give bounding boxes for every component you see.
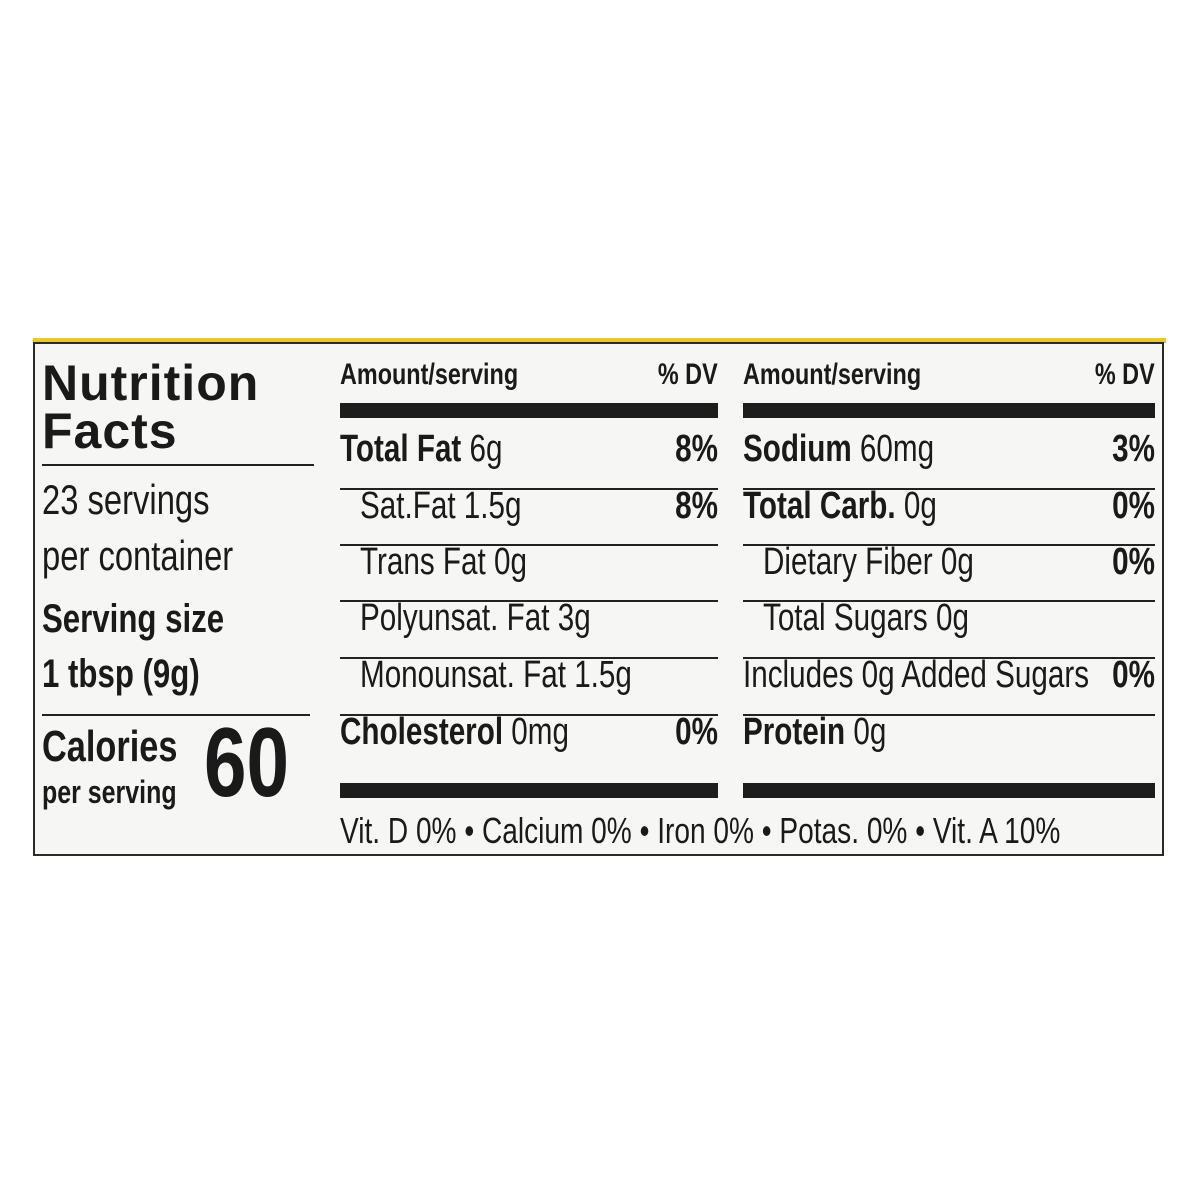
row-divider [340, 600, 718, 602]
row-divider [340, 714, 718, 716]
servings-line-1: 23 servings [42, 476, 210, 523]
nutrient-amount: 0g [940, 541, 974, 583]
row-divider [743, 657, 1155, 659]
title-line-1: Nutrition [42, 355, 260, 411]
nutrient-row: Sodium 60mg [743, 428, 988, 471]
divider [42, 464, 314, 466]
row-divider [743, 544, 1155, 546]
nutrient-row: Monounsat. Fat 1.5g [360, 654, 709, 697]
nutrient-row: Total Carb. 0g [743, 485, 991, 528]
nutrient-dv: 0% [1112, 541, 1155, 583]
nutrient-amount: 1.5g [463, 485, 522, 527]
serving-size-label: Serving size [42, 597, 225, 641]
nutrient-name: Total Carb. [743, 485, 896, 527]
package-edge [33, 338, 1166, 343]
calories-subtitle: per serving [42, 774, 177, 810]
nutrient-row: Trans Fat 0g [360, 541, 574, 584]
nutrient-name: Protein [743, 711, 846, 753]
row-divider [340, 544, 718, 546]
nutrient-name: Sat.Fat [360, 485, 456, 527]
thick-divider [340, 403, 718, 418]
nutrient-row: Protein 0g [743, 711, 927, 754]
header-dv: % DV [1095, 358, 1155, 391]
nutrient-name: Includes 0g Added Sugars [743, 654, 1090, 696]
nutrient-row: Dietary Fiber 0g [763, 541, 1033, 584]
row-divider [743, 600, 1155, 602]
nutrient-dv: 0% [675, 711, 718, 753]
vitamins-minerals: Vit. D 0% • Calcium 0% • Iron 0% • Potas… [340, 810, 1061, 851]
servings-line-2: per container [42, 532, 234, 579]
nutrient-name: Dietary Fiber [763, 541, 933, 583]
calories-label: Calories [42, 722, 178, 771]
nutrient-amount: 0mg [511, 711, 569, 753]
header-dv: % DV [658, 358, 718, 391]
row-divider [743, 488, 1155, 490]
nutrient-amount: 3g [557, 597, 591, 639]
calories-value: 60 [204, 707, 290, 817]
nutrient-name: Total Fat [340, 428, 462, 470]
nutrient-name: Cholesterol [340, 711, 504, 753]
nutrient-name: Monounsat. Fat [360, 654, 566, 696]
nutrient-amount: 0g [936, 597, 969, 639]
header-amount: Amount/serving [743, 358, 922, 391]
nutrient-amount: 0g [853, 711, 887, 753]
row-divider [743, 714, 1155, 716]
nutrient-row: Total Sugars 0g [763, 597, 1027, 640]
nutrient-amount: 0g [493, 541, 527, 583]
nutrient-row: Includes 0g Added Sugars [743, 654, 1187, 697]
nutrient-dv: 0% [1112, 485, 1155, 527]
divider [42, 714, 310, 716]
nutrient-amount: 0g [903, 485, 937, 527]
row-divider [340, 657, 718, 659]
title-line-2: Facts [42, 403, 178, 459]
nutrition-facts-label [33, 342, 1164, 856]
nutrient-dv: 3% [1112, 428, 1155, 470]
nutrient-amount: 6g [469, 428, 503, 470]
thick-divider [340, 783, 718, 798]
serving-size-value: 1 tbsp (9g) [42, 652, 200, 696]
row-divider [340, 488, 718, 490]
nutrient-amount: 60mg [859, 428, 935, 470]
nutrient-row: Cholesterol 0mg [340, 711, 634, 754]
thick-divider [743, 783, 1155, 798]
header-amount: Amount/serving [340, 358, 519, 391]
nutrient-amount: 1.5g [574, 654, 632, 696]
nutrient-row: Sat.Fat 1.5g [360, 485, 567, 528]
nutrient-name: Trans Fat [360, 541, 486, 583]
nutrient-name: Sodium [743, 428, 852, 470]
nutrient-row: Total Fat 6g [340, 428, 548, 471]
nutrient-row: Polyunsat. Fat 3g [360, 597, 656, 640]
nutrient-dv: 0% [1112, 654, 1155, 696]
nutrient-dv: 8% [675, 485, 718, 527]
nutrient-name: Polyunsat. Fat [360, 597, 550, 639]
nutrient-dv: 8% [675, 428, 718, 470]
thick-divider [743, 403, 1155, 418]
nutrient-name: Total Sugars [763, 597, 928, 639]
